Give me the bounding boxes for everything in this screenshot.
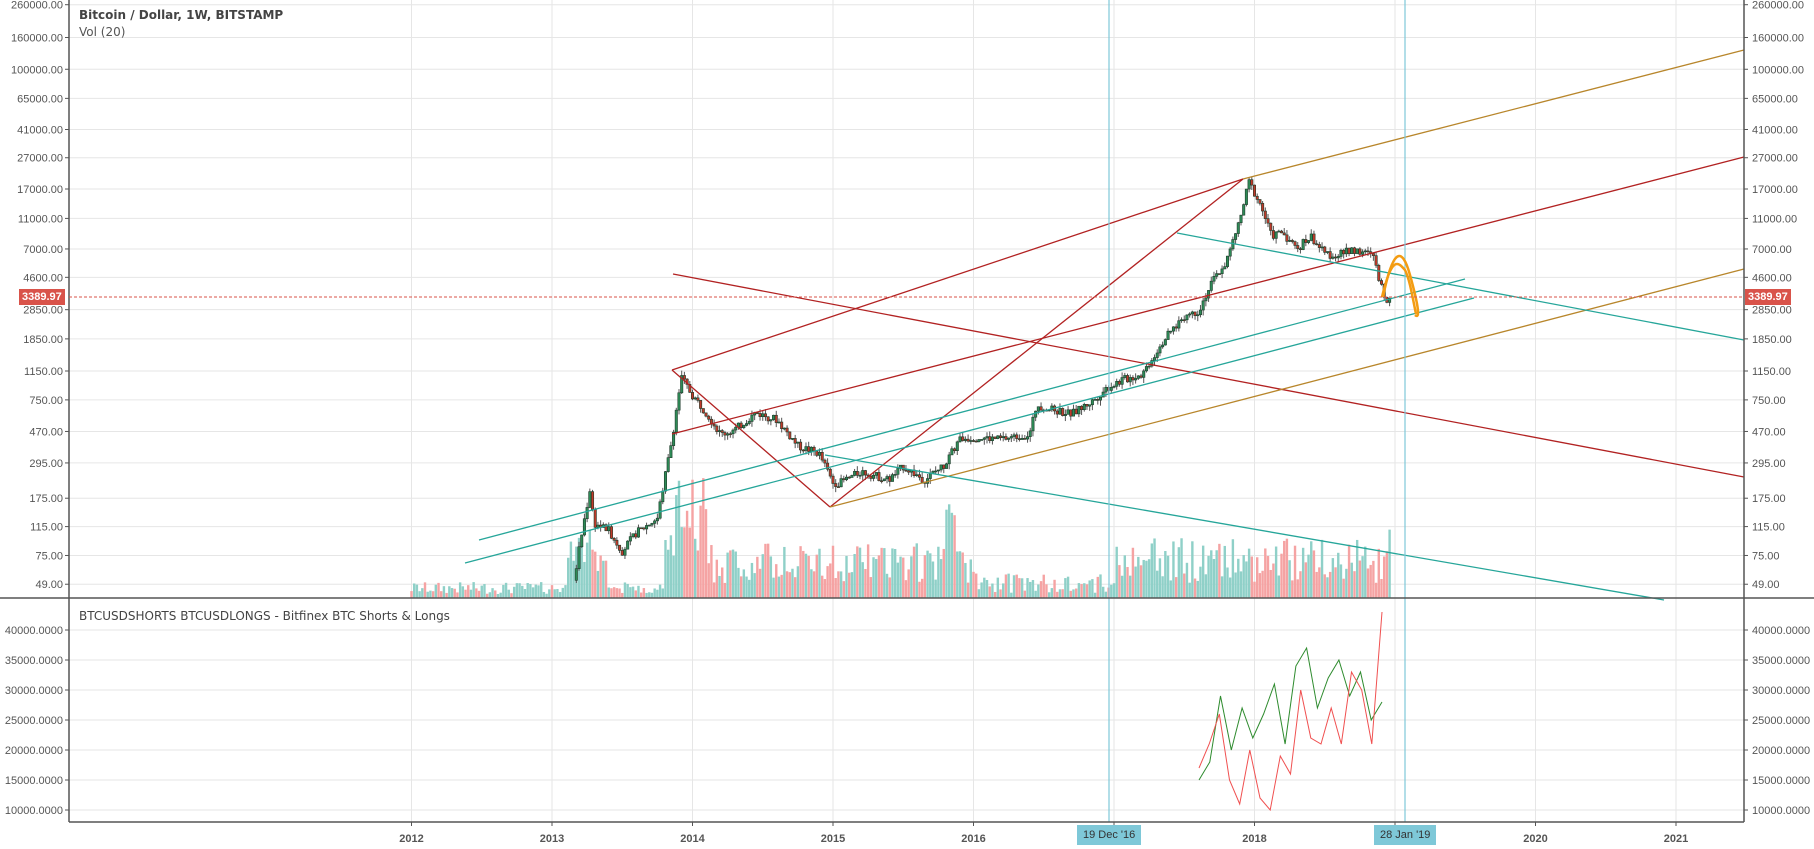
indicator-tick-label: 30000.0000	[5, 685, 63, 697]
price-tick-label: 1150.00	[24, 366, 63, 378]
time-axis-label: 2015	[821, 833, 845, 845]
price-tick-label: 11000.00	[18, 213, 63, 225]
indicator-tick-label: 40000.0000	[5, 625, 63, 637]
price-tick-label: 17000.00	[17, 184, 63, 196]
indicator-tick-label: 20000.0000	[5, 745, 63, 757]
indicator-tick-label: 40000.0000	[1752, 625, 1810, 637]
indicator-tick-label: 10000.0000	[1752, 805, 1810, 817]
price-tick-label: 75.00	[1752, 550, 1780, 562]
price-tick-label: 160000.00	[1752, 33, 1804, 45]
price-tick-label: 470.00	[1752, 426, 1786, 438]
candlesticks	[574, 177, 1392, 584]
price-tick-label: 11000.00	[1752, 213, 1797, 225]
price-tick-label: 17000.00	[1752, 184, 1798, 196]
indicator-tick-label: 15000.0000	[5, 775, 63, 787]
indicator-tick-label: 10000.0000	[5, 805, 63, 817]
price-tick-label: 750.00	[1752, 395, 1786, 407]
time-axis-label: 2014	[680, 833, 705, 845]
time-axis-label: 2020	[1523, 833, 1547, 845]
price-tick-label: 260000.00	[11, 0, 63, 12]
price-tick-label: 115.00	[1752, 522, 1785, 534]
gridlines	[69, 0, 1744, 822]
price-tick-label: 49.00	[35, 579, 63, 591]
price-tick-label: 750.00	[29, 395, 63, 407]
price-tick-label: 27000.00	[1752, 153, 1798, 165]
time-axis-label: 2012	[399, 833, 423, 845]
price-tick-label: 27000.00	[17, 153, 63, 165]
price-tick-label: 115.00	[30, 522, 63, 534]
price-tick-label: 4600.00	[1752, 272, 1792, 284]
price-tick-label: 1150.00	[1752, 366, 1791, 378]
price-tick-label: 2850.00	[1752, 305, 1792, 317]
price-tick-label: 470.00	[29, 426, 63, 438]
price-tick-label: 65000.00	[17, 93, 63, 105]
price-tick-label: 100000.00	[1752, 64, 1804, 76]
price-tick-label: 260000.00	[1752, 0, 1804, 12]
price-tick-label: 75.00	[35, 550, 63, 562]
marker-date-jan19[interactable]: 28 Jan '19	[1374, 825, 1437, 845]
price-tick-label: 49.00	[1752, 579, 1780, 591]
time-axis-label: 2013	[540, 833, 564, 845]
current-price-tag-right: 3389.97	[1745, 289, 1791, 305]
price-tick-label: 160000.00	[11, 33, 63, 45]
chart-title: Bitcoin / Dollar, 1W, BITSTAMP	[79, 8, 284, 22]
indicator-tick-label: 15000.0000	[1752, 775, 1810, 787]
time-axis-label: 2021	[1664, 833, 1688, 845]
price-tick-label: 1850.00	[1752, 334, 1792, 346]
price-tick-label: 7000.00	[1752, 244, 1792, 256]
indicator-series	[1198, 611, 1383, 812]
price-tick-label: 175.00	[29, 493, 63, 505]
indicator-tick-label: 25000.0000	[5, 715, 63, 727]
time-axis-label: 2018	[1242, 833, 1266, 845]
volume-bars	[410, 478, 1391, 598]
price-tick-label: 175.00	[1752, 493, 1786, 505]
shorts-longs-lines	[1198, 611, 1383, 812]
indicator-title: BTCUSDSHORTS BTCUSDLONGS - Bitfinex BTC …	[79, 609, 450, 623]
indicator-series	[1198, 646, 1383, 781]
price-tick-label: 7000.00	[23, 244, 63, 256]
indicator-tick-label: 20000.0000	[1752, 745, 1810, 757]
price-tick-label: 4600.00	[23, 272, 63, 284]
price-tick-label: 295.00	[29, 458, 63, 470]
volume-legend: Vol (20)	[79, 25, 126, 39]
price-tick-label: 41000.00	[1752, 125, 1798, 137]
time-axis-label: 2016	[961, 833, 985, 845]
price-tick-label: 295.00	[1752, 458, 1786, 470]
indicator-tick-label: 35000.0000	[1752, 655, 1810, 667]
price-tick-label: 1850.00	[23, 334, 63, 346]
indicator-tick-label: 25000.0000	[1752, 715, 1810, 727]
marker-date-dec16[interactable]: 19 Dec '16	[1077, 825, 1142, 845]
price-tick-label: 100000.00	[11, 64, 63, 76]
price-tick-label: 41000.00	[17, 125, 63, 137]
price-tick-label: 2850.00	[23, 305, 63, 317]
price-tick-label: 65000.00	[1752, 93, 1798, 105]
indicator-tick-label: 30000.0000	[1752, 685, 1810, 697]
drawing-tools[interactable]	[464, 0, 1745, 822]
indicator-tick-label: 35000.0000	[5, 655, 63, 667]
current-price-tag-left: 3389.97	[19, 289, 65, 305]
